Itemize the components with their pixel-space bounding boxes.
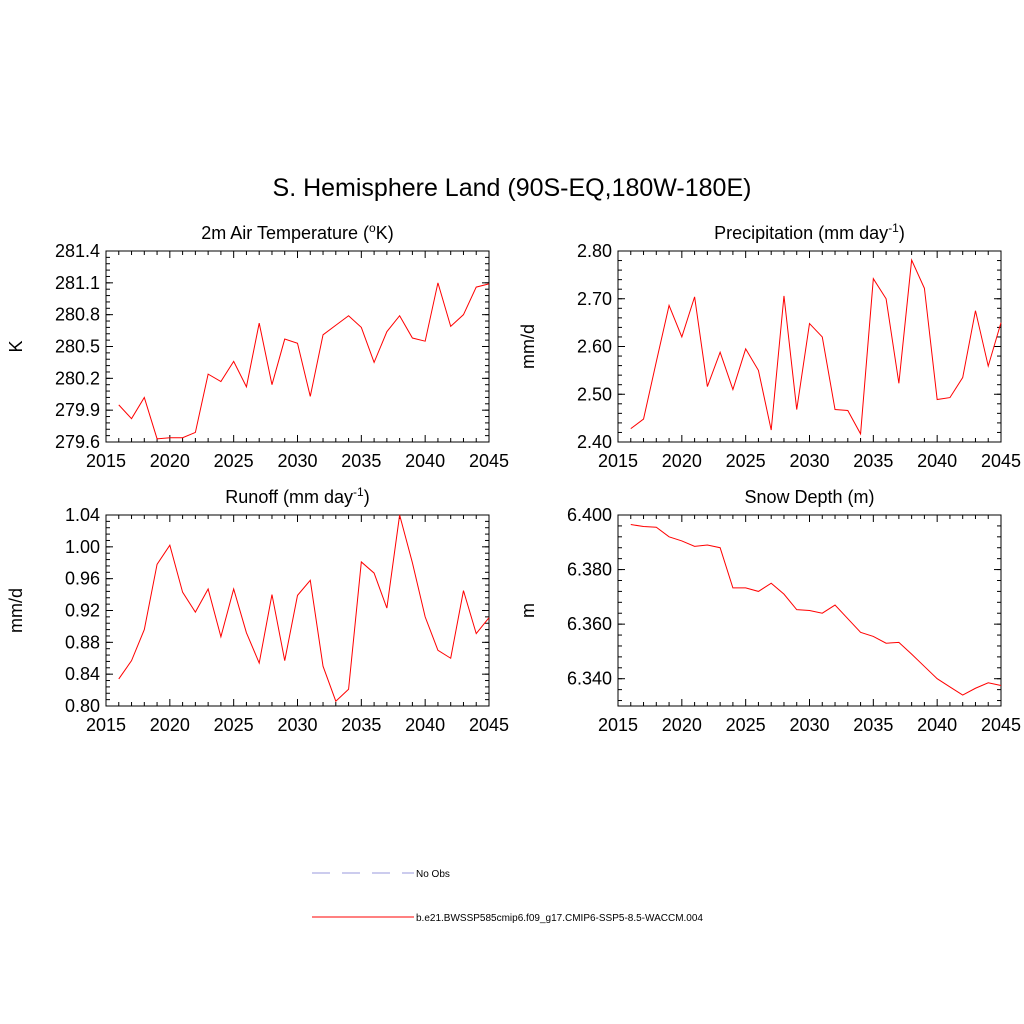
x-tick-label: 2030 <box>789 451 829 471</box>
y-tick-label: 280.8 <box>55 305 100 325</box>
y-tick-label: 6.380 <box>567 560 612 580</box>
x-tick-label: 2040 <box>405 715 445 735</box>
chart-panel-2: Precipitation (mm day-1) mm/d 2015 2020 2025… <box>518 221 1021 471</box>
chart-panel-1: 2m Air Temperature (oK) K 2015 2020 2025 2030… <box>6 221 509 471</box>
y-axis-label: m <box>518 603 538 618</box>
x-tick-label: 2035 <box>853 451 893 471</box>
x-tick-label: 2020 <box>662 715 702 735</box>
plot-frame <box>105 514 490 707</box>
y-axis-label: K <box>6 340 26 352</box>
y-tick-label: 0.88 <box>65 632 100 652</box>
x-tick-label: 2035 <box>853 715 893 735</box>
y-tick-label: 2.70 <box>577 289 612 309</box>
series-line <box>118 514 490 703</box>
plot-frame <box>105 250 490 443</box>
chart-panel-3: Runoff (mm day-1) mm/d 2015 2020 2025 2030 203… <box>6 485 509 735</box>
y-tick-label: 6.400 <box>567 505 612 525</box>
y-tick-label: 279.9 <box>55 400 100 420</box>
x-tick-label: 2045 <box>981 451 1021 471</box>
panel-title: Precipitation (mm day-1) <box>714 221 905 243</box>
x-tick-label: 2015 <box>598 715 638 735</box>
series-line <box>630 524 1002 696</box>
series-line <box>630 258 1002 436</box>
legend-item-2: b.e21.BWSSP585cmip6.f09_g17.CMIP6-SSP5-8… <box>312 913 703 924</box>
y-tick-label: 279.6 <box>55 432 100 452</box>
y-tick-label: 6.340 <box>567 669 612 689</box>
y-tick-label: 6.360 <box>567 614 612 634</box>
y-tick-label: 2.60 <box>577 337 612 357</box>
x-tick-label: 2040 <box>917 715 957 735</box>
y-tick-label: 0.84 <box>65 664 100 684</box>
x-tick-label: 2020 <box>150 715 190 735</box>
y-tick-label: 2.40 <box>577 432 612 452</box>
y-tick-label: 2.50 <box>577 384 612 404</box>
x-tick-label: 2045 <box>981 715 1021 735</box>
x-tick-label: 2025 <box>214 451 254 471</box>
series-line <box>118 282 490 440</box>
y-tick-label: 0.96 <box>65 569 100 589</box>
chart-panel-4: Snow Depth (m) m 2015 2020 2025 2030 2035 2040 2… <box>518 487 1021 735</box>
y-tick-label: 0.92 <box>65 601 100 621</box>
y-axis-label: mm/d <box>518 324 538 369</box>
y-tick-label: 1.04 <box>65 505 100 525</box>
x-tick-label: 2025 <box>726 451 766 471</box>
x-tick-label: 2040 <box>917 451 957 471</box>
x-tick-label: 2030 <box>277 715 317 735</box>
x-tick-label: 2035 <box>341 451 381 471</box>
y-tick-label: 0.80 <box>65 696 100 716</box>
x-tick-label: 2015 <box>86 451 126 471</box>
y-tick-label: 1.00 <box>65 537 100 557</box>
x-tick-label: 2020 <box>662 451 702 471</box>
figure-title: S. Hemisphere Land (90S-EQ,180W-180E) <box>273 174 752 202</box>
legend-label: No Obs <box>416 869 450 880</box>
x-tick-label: 2030 <box>277 451 317 471</box>
panel-title: 2m Air Temperature (oK) <box>201 221 393 243</box>
plot-frame <box>617 250 1002 443</box>
y-tick-label: 280.5 <box>55 337 100 357</box>
panel-title: Snow Depth (m) <box>744 487 874 507</box>
y-tick-label: 2.80 <box>577 241 612 261</box>
x-tick-label: 2030 <box>789 715 829 735</box>
x-tick-label: 2015 <box>598 451 638 471</box>
y-tick-label: 281.4 <box>55 241 100 261</box>
x-tick-label: 2020 <box>150 451 190 471</box>
x-tick-label: 2015 <box>86 715 126 735</box>
x-tick-label: 2040 <box>405 451 445 471</box>
x-tick-label: 2035 <box>341 715 381 735</box>
x-tick-label: 2025 <box>726 715 766 735</box>
y-tick-label: 281.1 <box>55 273 100 293</box>
panel-title: Runoff (mm day-1) <box>225 485 369 507</box>
y-tick-label: 280.2 <box>55 368 100 388</box>
x-tick-label: 2045 <box>469 715 509 735</box>
x-tick-label: 2025 <box>214 715 254 735</box>
legend-label: b.e21.BWSSP585cmip6.f09_g17.CMIP6-SSP5-8… <box>416 913 703 924</box>
legend: No Obs b.e21.BWSSP585cmip6.f09_g17.CMIP6-… <box>312 869 703 924</box>
x-tick-label: 2045 <box>469 451 509 471</box>
y-axis-label: mm/d <box>6 588 26 633</box>
legend-item-1: No Obs <box>312 869 450 880</box>
